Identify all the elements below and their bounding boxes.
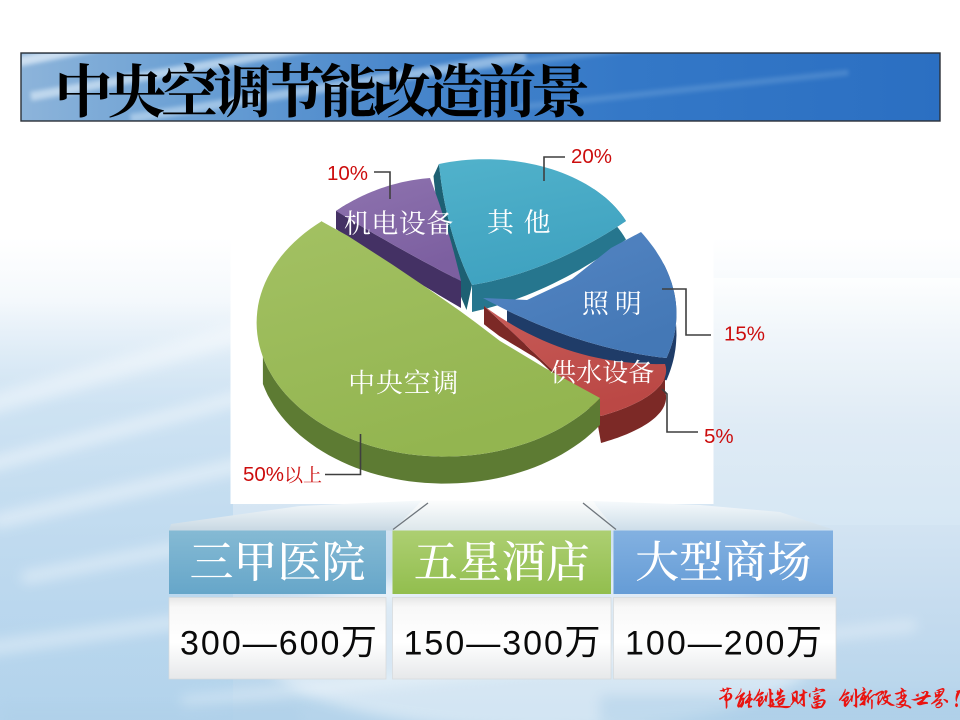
svg-text:50%: 50% [243,463,284,486]
svg-text:10%: 10% [327,162,368,185]
svg-text:20%: 20% [571,145,612,168]
svg-text:5%: 5% [704,425,734,448]
svg-text:15%: 15% [724,323,765,346]
svg-text:150—300: 150—300 [404,625,565,663]
svg-text:100—200: 100—200 [625,625,786,663]
svg-text:300—600: 300—600 [180,625,341,663]
